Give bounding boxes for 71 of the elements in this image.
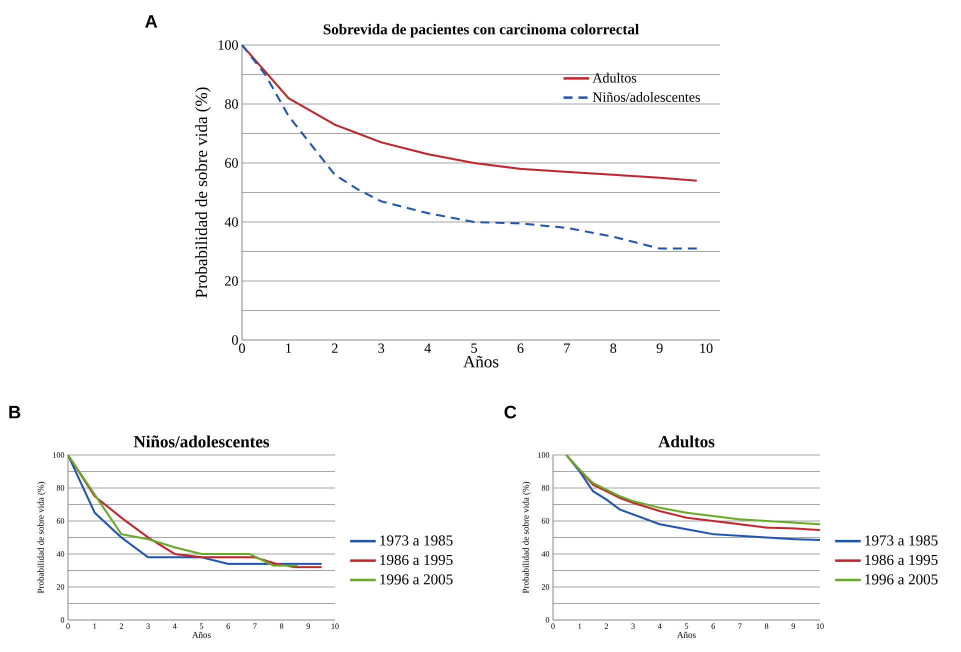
x-tick-label: 8 (764, 624, 768, 629)
x-tick-label: 7 (738, 624, 742, 629)
x-tick-label: 10 (332, 624, 339, 629)
x-tick-label: 3 (146, 624, 150, 629)
x-tick-label: 6 (226, 624, 230, 629)
y-axis-title: Probabilidad de sobre vida (%) (195, 87, 211, 298)
legend-label: 1973 a 1985 (865, 535, 938, 546)
legend-label: 1973 a 1985 (380, 535, 453, 546)
legend-label: 1996 a 2005 (865, 574, 938, 584)
y-tick-label: 80 (542, 485, 550, 491)
x-tick-label: 1 (286, 344, 292, 353)
text: B (9, 406, 20, 418)
legend-label: Niños/adolescentes (592, 92, 700, 102)
y-tick-label: 40 (56, 551, 64, 557)
y-tick-label: 80 (56, 485, 64, 491)
y-tick-label: 0 (232, 335, 238, 345)
x-tick-label: 8 (610, 344, 616, 353)
x-tick-label: 3 (631, 624, 635, 629)
x-tick-label: 6 (712, 624, 715, 629)
y-tick-label: 0 (546, 617, 550, 623)
x-tick-label: 4 (424, 344, 431, 353)
x-tick-label: 9 (306, 624, 310, 629)
x-tick-label: 7 (564, 344, 570, 353)
x-axis-title: Años (192, 632, 211, 638)
y-tick-label: 20 (56, 584, 64, 590)
y-tick-label: 20 (225, 276, 238, 286)
x-tick-label: 0 (239, 344, 245, 353)
x-tick-label: 2 (332, 344, 338, 353)
y-tick-label: 100 (53, 452, 64, 458)
chart-title: Adultos (658, 435, 714, 448)
chart-title: Niños/adolescentes (134, 435, 270, 448)
chart-title: Sobrevida de pacientes con carcinoma colorrectal (324, 24, 639, 38)
x-axis-title: Años (677, 632, 696, 638)
x-tick-label: 4 (658, 624, 662, 629)
x-tick-label: 2 (120, 624, 123, 629)
x-tick-label: 10 (700, 344, 713, 353)
legend-label: Adultos (592, 72, 636, 83)
y-tick-label: 60 (56, 518, 64, 524)
legend-label: 1986 a 1995 (865, 554, 938, 565)
x-tick-label: 2 (604, 624, 608, 629)
x-tick-label: 4 (172, 624, 177, 629)
legend-label: 1986 a 1995 (380, 554, 453, 565)
x-tick-label: 7 (253, 624, 257, 629)
x-tick-label: 9 (656, 344, 663, 353)
y-tick-label: 40 (224, 217, 238, 227)
x-tick-label: 8 (280, 624, 284, 629)
y-tick-label: 40 (542, 551, 550, 557)
text: A (145, 15, 158, 28)
x-tick-label: 0 (551, 624, 555, 629)
x-tick-label: 1 (93, 624, 96, 629)
y-axis-title: Probabilidad de sobre vida (%) (37, 482, 46, 594)
x-axis-title: Años (463, 356, 498, 368)
y-axis-title: Probabilidad de sobre vida (%) (522, 482, 531, 594)
x-tick-label: 6 (518, 344, 524, 353)
y-tick-label: 60 (542, 518, 550, 524)
y-tick-label: 100 (538, 452, 550, 458)
x-tick-label: 10 (816, 624, 824, 629)
y-tick-label: 80 (225, 99, 238, 109)
x-tick-label: 3 (378, 344, 384, 353)
y-tick-label: 100 (218, 40, 238, 50)
y-tick-label: 60 (225, 158, 238, 168)
x-tick-label: 1 (578, 624, 582, 629)
x-tick-label: 5 (684, 624, 688, 629)
y-tick-label: 20 (542, 584, 550, 590)
text: C (504, 406, 516, 418)
x-tick-label: 9 (792, 624, 795, 629)
x-tick-label: 0 (66, 624, 70, 629)
y-tick-label: 0 (60, 617, 64, 623)
x-tick-label: 5 (200, 624, 204, 629)
x-tick-label: 5 (471, 344, 478, 353)
legend-label: 1996 a 2005 (380, 574, 453, 584)
